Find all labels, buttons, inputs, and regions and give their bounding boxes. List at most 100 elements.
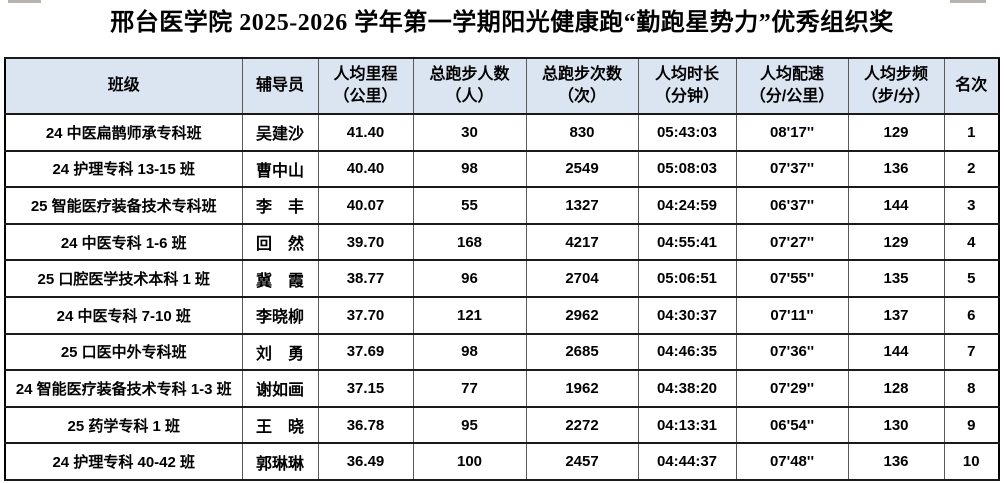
cell-avg-cadence: 144 [847,332,945,372]
cell-rank: 5 [943,259,1000,298]
cell-class-name: 24 护理专科 13-15 班 [4,149,243,189]
cell-avg-duration: 04:55:41 [637,222,737,262]
cell-class-name: 25 口医中外专科班 [4,332,243,372]
column-header-avg-pace: 人均配速 （分/公里） [735,57,849,115]
cell-class-name: 24 护理专科 40-42 班 [4,442,243,481]
cell-class-name: 25 智能医疗装备技术专科班 [4,186,243,225]
table-row: 24 护理专科 40-42 班郭琳琳 36.49 100 2457 04:44:37 07… [4,442,1000,481]
table-body: 24 中医扁鹊师承专科班 吴建沙 41.40 30 830 05:43:03 08'17''… [4,113,1000,481]
column-header-class-name: 班级 [4,57,243,115]
cell-counselor: 曹中山 [241,149,319,189]
table-row: 24 中医扁鹊师承专科班 吴建沙 41.40 30 830 05:43:03 08'17''… [4,113,1000,152]
cell-rank: 3 [943,186,1000,225]
cell-rank: 10 [943,442,1000,481]
table-row: 25 口腔医学技术本科 1 班冀 霞 38.77 96 2704 05:06:51 07'… [4,259,1000,298]
cell-class-name: 24 智能医疗装备技术专科 1-3 班 [4,369,243,408]
cell-class-name: 25 口腔医学技术本科 1 班 [4,259,243,298]
cell-avg-distance-km: 40.07 [317,186,414,225]
table-row: 24 中医专科 1-6 班回 然 39.70 168 4217 04:55:41 07'2… [4,222,1000,262]
cell-avg-distance-km: 37.70 [317,295,414,335]
cell-avg-cadence: 136 [847,442,945,481]
column-header-counselor: 辅导员 [241,57,319,115]
column-header-avg-duration: 人均时长 （分钟） [637,57,737,115]
cell-avg-duration: 04:38:20 [637,369,737,408]
cell-total-runners: 121 [412,295,527,335]
cell-avg-pace: 07'27'' [735,222,849,262]
cell-total-runners: 55 [412,186,527,225]
cell-class-name: 24 中医专科 1-6 班 [4,222,243,262]
cell-total-runners: 98 [412,332,527,372]
cell-avg-cadence: 128 [847,369,945,408]
cell-avg-cadence: 137 [847,295,945,335]
cell-avg-distance-km: 40.40 [317,149,414,189]
cell-total-runs: 2962 [525,295,639,335]
cell-total-runs: 4217 [525,222,639,262]
cell-counselor: 李晓柳 [241,295,319,335]
cell-counselor: 冀 霞 [241,259,319,298]
cell-rank: 8 [943,369,1000,408]
table-header: 班级 辅导员 人均里程 （公里） 总跑步人数 （人） 总跑步次数 （次） 人均时长 （分钟… [4,57,1000,115]
award-results-table: 班级 辅导员 人均里程 （公里） 总跑步人数 （人） 总跑步次数 （次） 人均时长 （分钟… [4,57,1000,481]
cell-rank: 6 [943,295,1000,335]
table-row: 25 口医中外专科班刘 勇 37.69 98 2685 04:46:35 07'36'' 1… [4,332,1000,372]
cell-avg-pace: 07'36'' [735,332,849,372]
cell-avg-pace: 07'29'' [735,369,849,408]
cell-avg-pace: 07'48'' [735,442,849,481]
crop-artifact-top-left [8,0,41,3]
cell-avg-duration: 04:30:37 [637,295,737,335]
cell-avg-cadence: 136 [847,149,945,189]
cell-counselor: 吴建沙 [241,113,319,152]
column-header-rank: 名次 [943,57,1000,115]
cell-total-runners: 168 [412,222,527,262]
cell-avg-duration: 04:24:59 [637,186,737,225]
cell-total-runners: 100 [412,442,527,481]
cell-total-runs: 2704 [525,259,639,298]
cell-counselor: 刘 勇 [241,332,319,372]
cell-avg-cadence: 144 [847,186,945,225]
cell-rank: 4 [943,222,1000,262]
column-header-total-runners: 总跑步人数 （人） [412,57,527,115]
cell-total-runners: 30 [412,113,527,152]
column-header-total-runs: 总跑步次数 （次） [525,57,639,115]
cell-counselor: 谢如画 [241,369,319,408]
cell-avg-cadence: 130 [847,405,945,445]
cell-avg-pace: 07'11'' [735,295,849,335]
cell-counselor: 王 晓 [241,405,319,445]
cell-avg-cadence: 135 [847,259,945,298]
cell-avg-pace: 08'17'' [735,113,849,152]
page-title: 邢台医学院 2025-2026 学年第一学期阳光健康跑“勤跑星势力”优秀组织奖 [110,10,894,36]
cell-total-runs: 830 [525,113,639,152]
cell-counselor: 郭琳琳 [241,442,319,481]
cell-avg-pace: 07'55'' [735,259,849,298]
table-row: 24 护理专科 13-15 班曹中山 40.40 98 2549 05:08:03 07'… [4,149,1000,189]
cell-rank: 1 [943,113,1000,152]
table-row: 24 中医专科 7-10 班李晓柳 37.70 121 2962 04:30:37 07'… [4,295,1000,335]
cell-avg-distance-km: 41.40 [317,113,414,152]
cell-total-runners: 96 [412,259,527,298]
column-header-avg-cadence: 人均步频 （步/分） [847,57,945,115]
cell-total-runs: 2549 [525,149,639,189]
cell-avg-duration: 05:06:51 [637,259,737,298]
cell-class-name: 25 药学专科 1 班 [4,405,243,445]
cell-total-runs: 2457 [525,442,639,481]
cell-total-runs: 2685 [525,332,639,372]
cell-rank: 2 [943,149,1000,189]
cell-avg-distance-km: 37.15 [317,369,414,408]
cell-avg-pace: 07'37'' [735,149,849,189]
header-row: 班级 辅导员 人均里程 （公里） 总跑步人数 （人） 总跑步次数 （次） 人均时长 （分钟… [4,57,1000,115]
table-row: 24 智能医疗装备技术专科 1-3 班谢如画 37.15 77 1962 04:38:2… [4,369,1000,408]
cell-avg-duration: 05:08:03 [637,149,737,189]
cell-rank: 9 [943,405,1000,445]
cell-total-runners: 95 [412,405,527,445]
cell-avg-duration: 05:43:03 [637,113,737,152]
cell-avg-distance-km: 36.78 [317,405,414,445]
cell-total-runners: 98 [412,149,527,189]
cell-avg-distance-km: 38.77 [317,259,414,298]
column-header-avg-distance-km: 人均里程 （公里） [317,57,414,115]
cell-total-runs: 1327 [525,186,639,225]
cell-avg-duration: 04:46:35 [637,332,737,372]
cell-avg-pace: 06'54'' [735,405,849,445]
table-row: 25 药学专科 1 班王 晓 36.78 95 2272 04:13:31 06'54''… [4,405,1000,445]
table-row: 25 智能医疗装备技术专科班李 丰 40.07 55 1327 04:24:59 06'3… [4,186,1000,225]
cell-class-name: 24 中医专科 7-10 班 [4,295,243,335]
